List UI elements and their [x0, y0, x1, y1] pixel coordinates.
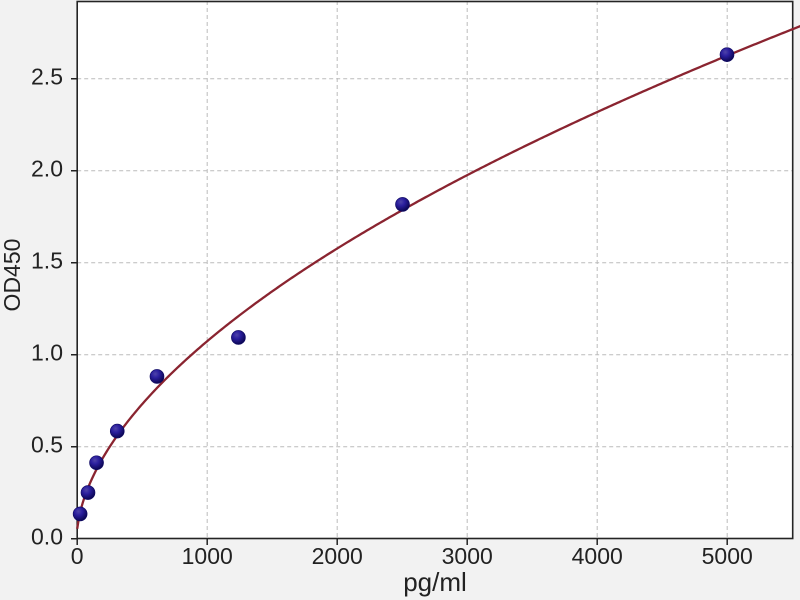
svg-text:3000: 3000 [442, 543, 493, 569]
svg-text:0.5: 0.5 [31, 432, 63, 458]
svg-text:1.0: 1.0 [31, 340, 63, 366]
svg-text:pg/ml: pg/ml [403, 567, 467, 597]
svg-text:2.0: 2.0 [31, 156, 63, 182]
svg-text:1.5: 1.5 [31, 248, 63, 274]
svg-text:5000: 5000 [702, 543, 753, 569]
svg-text:4000: 4000 [572, 543, 623, 569]
svg-text:0: 0 [71, 543, 84, 569]
svg-text:OD450: OD450 [0, 239, 25, 312]
svg-text:1000: 1000 [182, 543, 233, 569]
svg-text:2000: 2000 [312, 543, 363, 569]
svg-text:0.0: 0.0 [31, 524, 63, 550]
svg-text:2.5: 2.5 [31, 64, 63, 90]
